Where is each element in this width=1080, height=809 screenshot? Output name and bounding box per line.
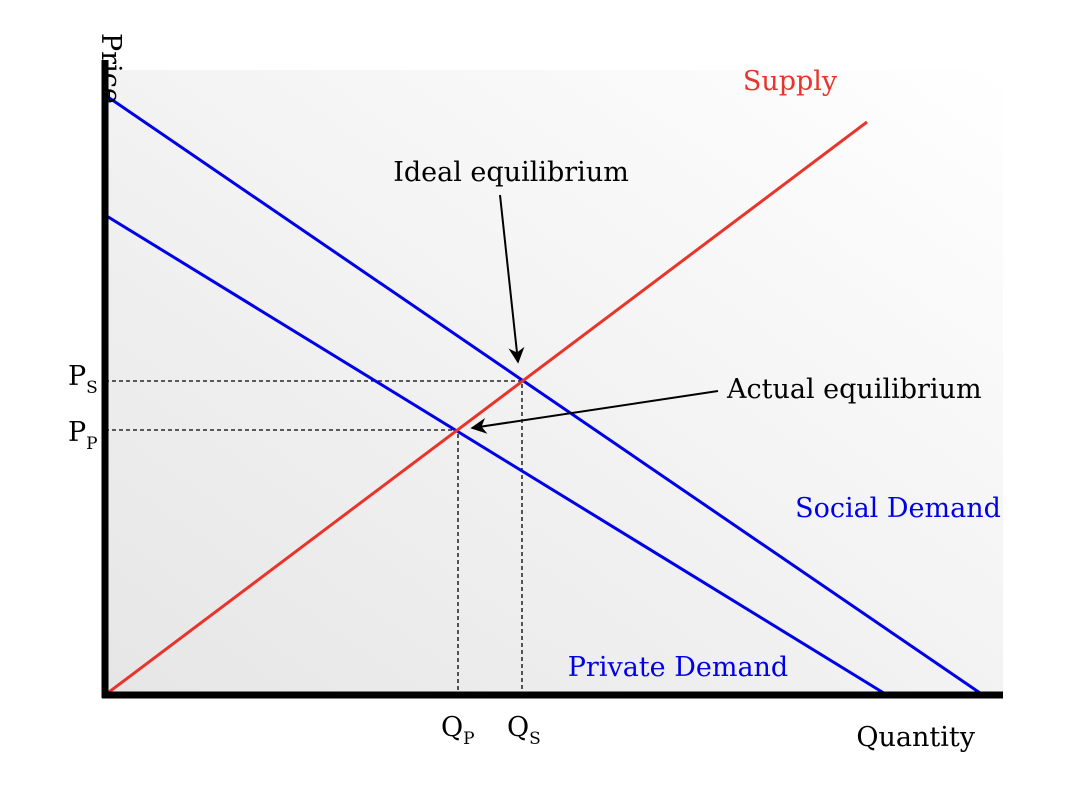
actual-label: Actual equilibrium xyxy=(726,374,982,405)
social-demand-label: Social Demand xyxy=(795,493,1001,524)
private-demand-label: Private Demand xyxy=(568,652,788,683)
quantity-level: QS xyxy=(507,712,541,749)
y-axis-label: Price xyxy=(95,33,126,104)
ideal-label: Ideal equilibrium xyxy=(393,157,629,188)
symbol: P xyxy=(68,417,86,448)
quantity-level: QP xyxy=(441,712,475,749)
x-axis-label: Quantity xyxy=(856,722,975,753)
symbol: Q xyxy=(441,712,463,743)
subscript: S xyxy=(86,378,98,398)
subscript: P xyxy=(463,729,474,749)
symbol: Q xyxy=(507,712,529,743)
ideal-arrow xyxy=(499,194,525,364)
private-demand-line xyxy=(104,213,888,697)
price-level: PS xyxy=(68,361,98,398)
subscript: P xyxy=(86,434,97,454)
supply-label: Supply xyxy=(743,66,838,97)
symbol: P xyxy=(68,361,86,392)
price-level: PP xyxy=(68,417,98,454)
subscript: S xyxy=(529,729,541,749)
social-demand-line xyxy=(104,93,984,697)
actual-arrow xyxy=(470,390,719,434)
plot-background xyxy=(105,70,1003,695)
supply-line xyxy=(104,120,868,697)
